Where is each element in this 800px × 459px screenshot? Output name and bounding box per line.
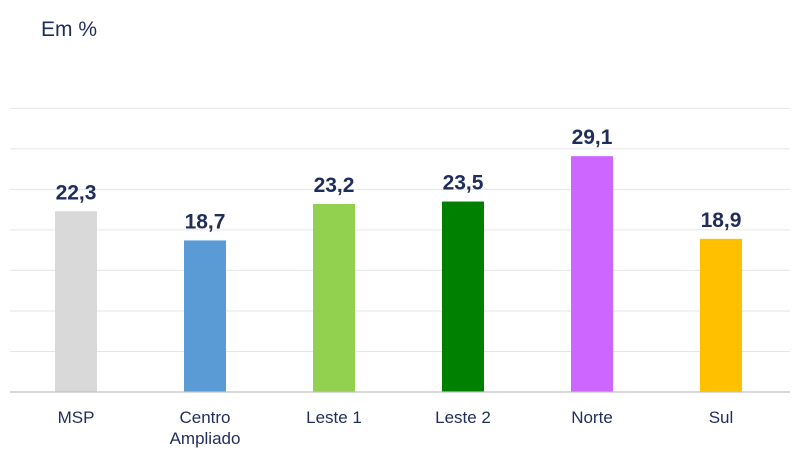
category-label: MSP bbox=[58, 408, 95, 427]
bars bbox=[55, 156, 742, 392]
bar bbox=[313, 203, 355, 392]
value-labels: 22,3 18,7 23,2 23,5 29,1 18,9 bbox=[56, 126, 742, 233]
value-label: 23,5 bbox=[443, 172, 484, 195]
bar bbox=[442, 201, 484, 392]
x-axis: MSP Centro Ampliado Leste 1 Leste 2 Norte Sul bbox=[10, 391, 790, 448]
category-label: Norte bbox=[571, 408, 613, 427]
value-label: 18,7 bbox=[185, 210, 226, 233]
category-label: Leste 1 bbox=[306, 408, 362, 427]
unit-label: Em % bbox=[41, 18, 98, 41]
category-label: Centro Ampliado bbox=[170, 408, 241, 448]
value-label: 29,1 bbox=[572, 126, 613, 149]
category-label: Leste 2 bbox=[435, 408, 491, 427]
bar bbox=[184, 240, 226, 392]
gridlines bbox=[10, 107, 790, 352]
value-label: 22,3 bbox=[56, 181, 97, 204]
value-label: 18,9 bbox=[701, 209, 742, 232]
category-label: Sul bbox=[709, 408, 734, 427]
bar bbox=[571, 156, 613, 392]
bar bbox=[700, 238, 742, 392]
value-label: 23,2 bbox=[314, 174, 355, 197]
bar bbox=[55, 211, 97, 392]
